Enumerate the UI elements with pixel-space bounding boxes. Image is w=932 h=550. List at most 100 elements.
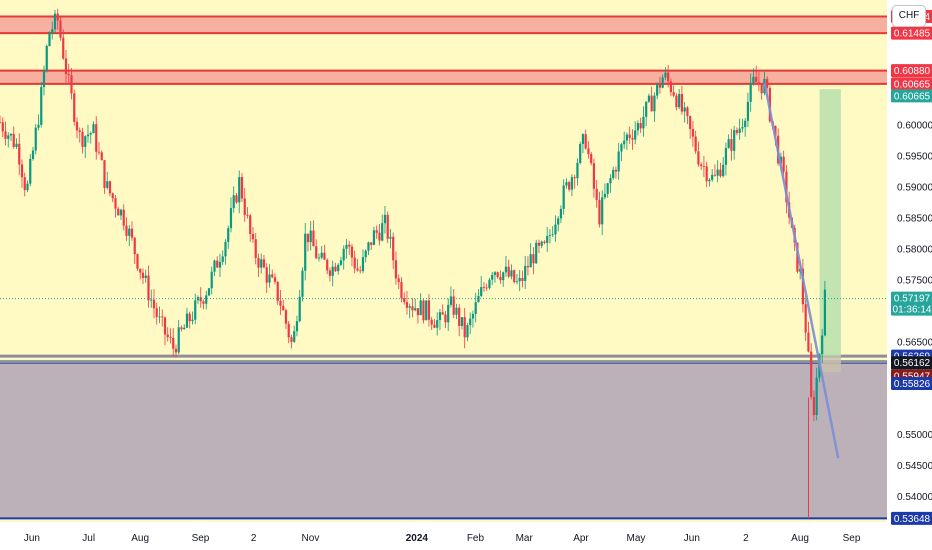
candle-body-136	[372, 230, 376, 245]
candle-body-245	[672, 92, 675, 96]
candle-body-116	[317, 257, 321, 259]
candle-body-99	[271, 274, 274, 278]
candle-body-8	[20, 164, 24, 178]
candle-body-243	[667, 72, 670, 82]
candle-body-19	[51, 29, 54, 33]
candle-body-127	[348, 244, 351, 247]
price-badge-label-7: 0.56162	[894, 358, 931, 369]
candle-body-282	[774, 125, 777, 136]
candle-body-217	[595, 188, 598, 200]
candle-body-95	[260, 259, 263, 268]
candle-body-185	[507, 266, 510, 277]
candle-body-208	[570, 177, 574, 190]
candle-body-145	[397, 278, 400, 283]
candle-body-14	[37, 124, 40, 128]
time-axis-background	[0, 522, 887, 550]
candle-body-60	[163, 317, 167, 335]
candle-body-110	[301, 270, 304, 297]
candle-body-187	[513, 270, 516, 283]
candle-body-130	[356, 268, 359, 271]
candle-body-26	[70, 75, 73, 94]
candle-body-261	[716, 169, 719, 176]
candle-body-93	[254, 239, 257, 258]
candle-body-168	[460, 317, 464, 326]
target-box-profit	[819, 89, 841, 357]
candle-body-44	[119, 209, 123, 216]
candle-body-175	[480, 287, 483, 296]
candle-body-163	[447, 304, 450, 323]
candle-body-263	[722, 164, 725, 177]
candle-body-11	[29, 158, 32, 184]
candle-body-169	[463, 317, 466, 338]
candle-body-256	[702, 166, 706, 167]
candle-body-45	[122, 209, 125, 226]
candle-body-71	[194, 300, 197, 320]
candle-body-10	[26, 183, 29, 191]
candle-body-215	[590, 153, 593, 164]
candle-body-125	[342, 248, 345, 261]
candle-body-257	[705, 166, 708, 182]
candle-body-124	[339, 260, 343, 265]
candle-body-251	[689, 116, 692, 129]
candle-body-16	[42, 70, 46, 88]
target-box-stop	[819, 356, 841, 373]
candle-body-210	[576, 162, 579, 179]
candle-body-64	[174, 348, 178, 353]
candle-body-91	[249, 215, 252, 234]
candle-body-235	[645, 101, 648, 117]
x-tick-label-6: 2024	[406, 533, 429, 544]
price-badge-label-10: 0.53648	[894, 514, 931, 525]
candle-body-157	[430, 319, 433, 325]
candle-body-29	[78, 130, 81, 132]
candle-body-299	[821, 335, 824, 355]
candle-body-38	[103, 160, 106, 188]
candle-body-204	[559, 208, 563, 219]
candle-body-84	[229, 208, 233, 229]
candle-body-113	[309, 230, 312, 243]
candle-body-274	[752, 76, 755, 83]
candle-body-52	[141, 272, 145, 278]
candle-body-220	[603, 193, 607, 198]
candle-body-180	[493, 272, 497, 275]
candle-body-112	[306, 233, 310, 243]
candle-body-15	[40, 87, 43, 125]
candle-body-252	[691, 128, 695, 137]
x-tick-label-8: Mar	[516, 533, 534, 544]
candle-body-35	[95, 124, 98, 152]
candle-body-292	[801, 268, 805, 305]
y-tick-label-5: 0.58000	[897, 244, 932, 255]
candle-body-144	[394, 260, 398, 279]
candle-body-240	[658, 83, 662, 88]
candle-body-212	[581, 134, 585, 144]
candle-body-213	[584, 134, 587, 149]
candle-body-192	[526, 265, 530, 268]
candle-body-65	[177, 327, 180, 353]
candle-body-238	[653, 95, 656, 112]
candle-body-133	[364, 250, 367, 258]
candle-body-86	[235, 195, 238, 203]
candle-body-61	[166, 334, 169, 338]
candle-body-216	[592, 163, 596, 189]
candle-body-259	[711, 174, 714, 180]
candle-body-117	[320, 252, 323, 258]
candle-body-221	[606, 183, 609, 194]
candle-body-189	[518, 277, 521, 282]
candle-body-131	[359, 270, 362, 272]
candle-body-227	[623, 140, 626, 145]
currency-button[interactable]: CHF	[892, 5, 926, 27]
candle-body-285	[782, 156, 785, 172]
candle-body-7	[18, 143, 21, 165]
candle-body-109	[298, 296, 301, 322]
candle-body-77	[210, 271, 213, 289]
candle-body-1	[1, 122, 4, 132]
candle-body-20	[53, 13, 57, 30]
candle-body-73	[199, 297, 202, 302]
candle-body-300	[823, 289, 827, 336]
candle-body-158	[433, 324, 436, 328]
candle-body-167	[458, 307, 461, 326]
candle-body-201	[551, 234, 554, 236]
candle-body-27	[73, 93, 76, 122]
candle-body-41	[111, 193, 114, 199]
